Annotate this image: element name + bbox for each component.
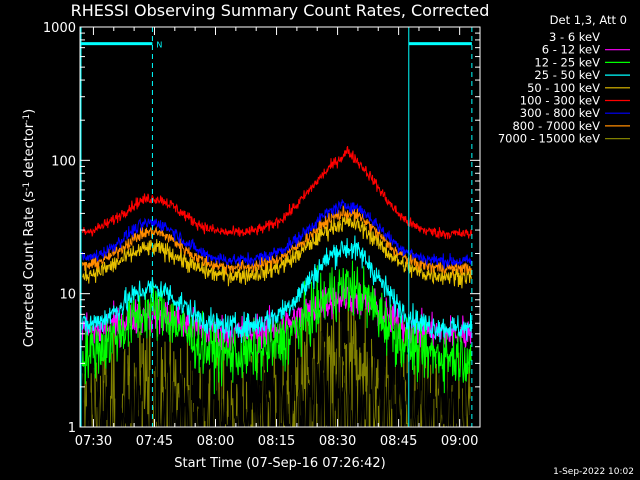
series-line-2 [81,260,473,395]
chart-title: RHESSI Observing Summary Count Rates, Co… [71,1,490,20]
y-tick-label-3: 1000 [43,21,76,36]
x-tick-label-2: 08:00 [197,434,234,449]
legend-label-2: 12 - 25 keV [534,55,600,69]
series-line-6 [81,199,473,269]
plot-frame [79,26,481,428]
ylabel-mid: detector [22,122,37,182]
legend-label-1: 6 - 12 keV [542,43,600,57]
legend-header: Det 1,3, Att 0 [550,13,627,27]
x-tick-label-0: 07:30 [75,434,112,449]
timestamp: 1-Sep-2022 10:02 [553,467,634,477]
x-tick-label-1: 07:45 [136,434,173,449]
y-axis-label: Corrected Count Rate (s-1 detector-1) [22,109,37,347]
y-tick-label-1: 10 [59,288,76,303]
y-tick-label-2: 100 [51,154,76,169]
night-segment-0 [80,42,153,46]
legend-label-0: 3 - 6 keV [549,30,600,44]
series-line-5 [81,146,473,240]
legend-label-6: 300 - 800 keV [520,106,600,120]
ylabel-sup1: -1 [22,182,32,191]
ylabel-prefix: Corrected Count Rate (s [22,191,37,348]
axes: 07:30 07:45 08:00 08:15 08:30 08:45 09:00 1 10 10… [43,21,480,449]
legend-label-5: 100 - 300 keV [520,94,600,108]
x-tick-label-4: 08:30 [319,434,356,449]
svg-text:Corrected Count Rate (s-1 dete: Corrected Count Rate (s-1 detector-1) [22,109,37,347]
series-layer [81,146,473,427]
legend-label-8: 7000 - 15000 keV [498,132,600,146]
x-tick-label-5: 08:45 [380,434,417,449]
series-line-3 [81,235,473,344]
x-tick-label-3: 08:15 [258,434,295,449]
ylabel-sup2: -1 [22,114,32,123]
x-tick-label-6: 09:00 [441,434,478,449]
legend-label-4: 50 - 100 keV [527,81,600,95]
legend-label-7: 800 - 7000 keV [512,119,600,133]
series-line-7 [81,205,473,276]
legend-label-3: 25 - 50 keV [534,68,600,82]
series-line-0 [81,308,473,427]
night-label: N [156,41,162,50]
y-tick-label-0: 1 [68,421,76,436]
x-axis-label: Start Time (07-Sep-16 07:26:42) [174,456,385,471]
ylabel-suffix: ) [22,109,37,114]
observing-markers [80,27,473,427]
night-segment-1 [408,42,472,46]
